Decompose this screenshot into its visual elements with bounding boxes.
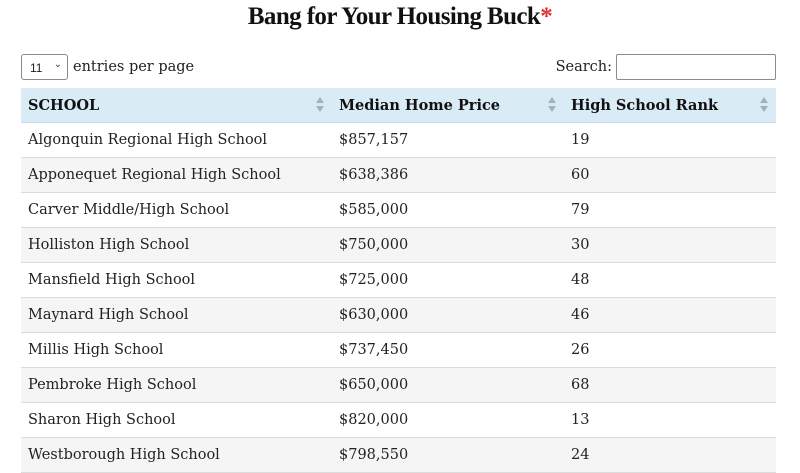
column-header-school[interactable]: SCHOOL bbox=[21, 88, 332, 123]
price-cell: $737,450 bbox=[332, 332, 564, 368]
search-control: Search: bbox=[556, 53, 776, 81]
price-cell: $650,000 bbox=[332, 367, 564, 403]
school-cell: Apponequet Regional High School bbox=[21, 157, 332, 193]
price-cell: $638,386 bbox=[332, 157, 564, 193]
table-row: Carver Middle/High School $585,000 79 bbox=[21, 192, 776, 228]
rank-cell: 26 bbox=[564, 332, 776, 368]
school-cell: Pembroke High School bbox=[21, 367, 332, 403]
table-row: Millis High School $737,450 26 bbox=[21, 332, 776, 368]
chevron-down-icon: ⌄ bbox=[53, 59, 62, 70]
price-cell: $630,000 bbox=[332, 297, 564, 333]
school-cell: Algonquin Regional High School bbox=[21, 122, 332, 158]
sort-icon bbox=[760, 97, 768, 113]
price-cell: $585,000 bbox=[332, 192, 564, 228]
price-cell: $750,000 bbox=[332, 227, 564, 263]
search-input[interactable] bbox=[616, 54, 776, 80]
price-cell: $725,000 bbox=[332, 262, 564, 298]
table-row: Sharon High School $820,000 13 bbox=[21, 402, 776, 438]
rank-cell: 68 bbox=[564, 367, 776, 403]
column-header-label: SCHOOL bbox=[28, 96, 100, 114]
table-body: Algonquin Regional High School $857,157 19… bbox=[21, 122, 776, 473]
table-row: Maynard High School $630,000 46 bbox=[21, 297, 776, 333]
page-length-control: 11 ⌄ entries per page bbox=[21, 53, 194, 81]
column-header-median-home-price[interactable]: Median Home Price bbox=[332, 88, 564, 123]
schools-table: SCHOOL Median Home Price High School Ran… bbox=[21, 88, 776, 473]
table-row: Algonquin Regional High School $857,157 19 bbox=[21, 122, 776, 158]
school-cell: Maynard High School bbox=[21, 297, 332, 333]
sort-icon bbox=[316, 97, 324, 113]
rank-cell: 30 bbox=[564, 227, 776, 263]
sort-icon bbox=[548, 97, 556, 113]
school-cell: Millis High School bbox=[21, 332, 332, 368]
rank-cell: 24 bbox=[564, 437, 776, 473]
table-controls: 11 ⌄ entries per page Search: bbox=[21, 53, 776, 81]
school-cell: Carver Middle/High School bbox=[21, 192, 332, 228]
search-label: Search: bbox=[555, 59, 612, 75]
price-cell: $820,000 bbox=[332, 402, 564, 438]
rank-cell: 46 bbox=[564, 297, 776, 333]
price-cell: $798,550 bbox=[332, 437, 564, 473]
price-cell: $857,157 bbox=[332, 122, 564, 158]
school-cell: Holliston High School bbox=[21, 227, 332, 263]
rank-cell: 19 bbox=[564, 122, 776, 158]
rank-cell: 13 bbox=[564, 402, 776, 438]
page-length-label: entries per page bbox=[73, 59, 195, 75]
table-row: Mansfield High School $725,000 48 bbox=[21, 262, 776, 298]
table-row: Apponequet Regional High School $638,386 6… bbox=[21, 157, 776, 193]
school-cell: Westborough High School bbox=[21, 437, 332, 473]
table-row: Westborough High School $798,550 24 bbox=[21, 437, 776, 473]
school-cell: Sharon High School bbox=[21, 402, 332, 438]
column-header-label: Median Home Price bbox=[339, 96, 501, 114]
rank-cell: 48 bbox=[564, 262, 776, 298]
column-header-high-school-rank[interactable]: High School Rank bbox=[564, 88, 776, 123]
title-asterisk: * bbox=[540, 3, 553, 30]
rank-cell: 79 bbox=[564, 192, 776, 228]
page-length-select[interactable]: 11 ⌄ bbox=[21, 54, 68, 80]
table-row: Holliston High School $750,000 30 bbox=[21, 227, 776, 263]
school-cell: Mansfield High School bbox=[21, 262, 332, 298]
table-header-row: SCHOOL Median Home Price High School Ran… bbox=[21, 88, 776, 123]
page-title: Bang for Your Housing Buck* bbox=[0, 2, 800, 32]
column-header-label: High School Rank bbox=[571, 96, 719, 114]
page-length-value: 11 bbox=[30, 61, 43, 75]
rank-cell: 60 bbox=[564, 157, 776, 193]
table-row: Pembroke High School $650,000 68 bbox=[21, 367, 776, 403]
title-text: Bang for Your Housing Buck bbox=[247, 3, 541, 30]
